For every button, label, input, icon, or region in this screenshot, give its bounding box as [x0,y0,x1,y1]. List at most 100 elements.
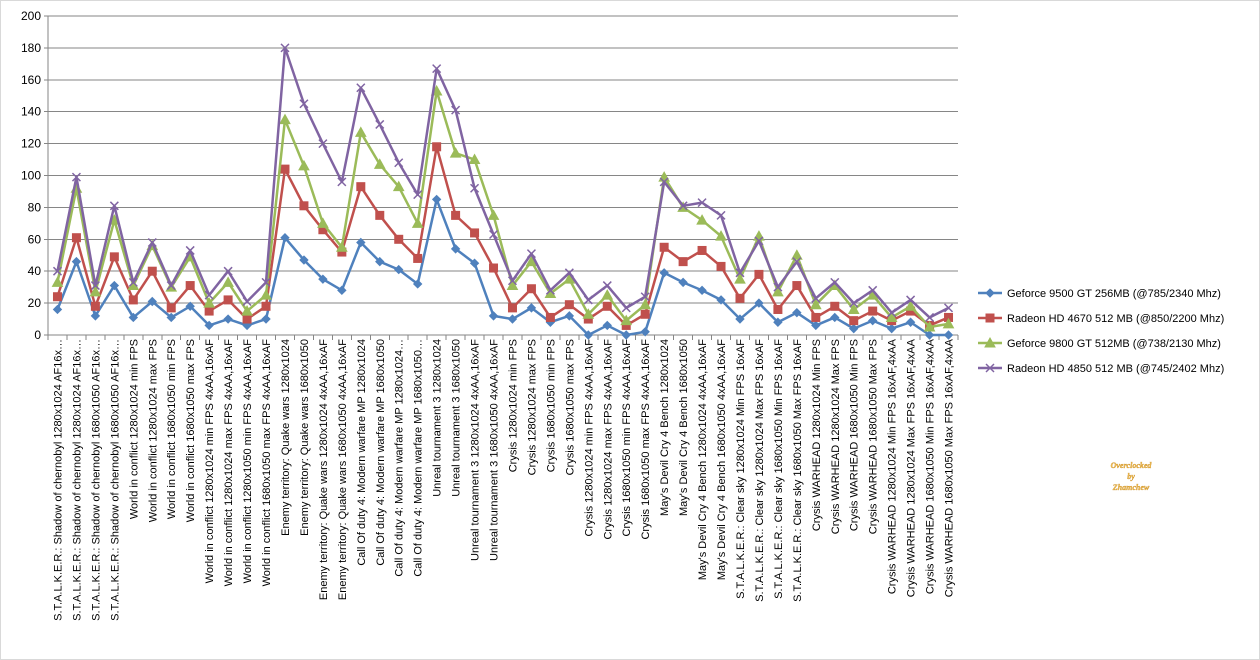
x-category-label: May's Devil Cry 4 Bench 1680x1050 4xAA,1… [716,339,728,580]
marker-stroke [109,201,119,211]
data-point-marker [52,266,63,276]
x-category-label: Call Of duty 4: Modern warfare MP 1680x1… [375,339,387,566]
data-point-marker [318,139,328,149]
data-point-marker [697,198,707,208]
data-point-marker [468,153,481,165]
data-point-marker [488,229,499,240]
x-category-label: World in conflict 1680x1050 max FPS 4xAA… [261,339,273,587]
data-point-marker [488,311,499,321]
marker-stroke [356,83,366,93]
y-tick-label: 180 [21,41,41,55]
data-point-marker [924,330,935,340]
x-category-label: Crysis 1280x1024 max FPS [526,339,538,475]
data-point-marker [734,273,746,284]
data-point-marker [984,336,996,348]
data-point-marker [640,292,650,302]
data-point-marker [754,269,764,279]
data-point-marker [773,282,783,292]
x-category-label: World in conflict 1280x1024 max FPS [147,339,159,522]
data-point-marker [753,230,765,241]
data-point-marker [411,217,424,228]
data-point-marker [735,268,745,278]
series-line [56,89,949,329]
marker-stroke [280,43,290,53]
x-category-label: World in conflict 1680x1050 max FPS [185,339,197,522]
marker-stroke [925,312,935,322]
x-category-label: Enemy territory: Quake wars 1280x1024 [280,339,292,536]
data-point-marker [241,305,253,316]
data-point-marker [489,263,499,273]
data-point-marker [451,105,461,115]
data-point-marker [923,320,936,332]
x-category-label: World in conflict 1280x1050 min FPS 4xAA… [242,339,254,584]
data-point-marker [621,303,631,313]
data-point-marker [128,295,138,305]
marker-stroke [985,363,995,373]
data-point-marker [791,249,803,260]
data-point-marker [318,274,328,284]
data-point-marker [469,258,480,268]
data-point-marker [985,313,995,323]
watermark-logo: Overclocked by Zhamchew [1110,461,1152,492]
data-point-marker [563,273,576,284]
marker-stroke [375,119,385,129]
data-point-marker [507,314,518,324]
legend-item-2: Radeon HD 4670 512 MB (@850/2200 Mhz) [978,313,1224,325]
data-point-marker [506,279,519,291]
data-point-marker [904,300,917,311]
data-point-marker [52,304,63,315]
legend-label: Radeon HD 4670 512 MB (@850/2200 Mhz) [1007,313,1224,325]
data-point-marker [640,309,650,319]
x-category-label: Crysis 1280x1024 min FPS 4xAA,16xAF [583,339,595,537]
data-point-marker [886,323,897,334]
marker-stroke [868,285,878,295]
x-category-label: Enemy territory: Quake wars 1280x1024 4x… [318,339,330,600]
legend-item-3: Geforce 9800 GT 512MB (@738/2130 Mhz) [978,336,1221,350]
data-point-marker [394,158,404,168]
x-category-label: Call Of duty 4: Modern warfare MP 1680x1… [413,339,425,577]
data-point-marker [470,183,480,193]
data-point-marker [242,314,252,324]
data-point-marker [507,276,518,286]
data-point-marker [298,159,310,171]
data-point-marker [678,257,688,267]
data-point-marker [204,306,214,316]
data-point-marker [811,312,821,322]
data-point-marker [71,256,82,267]
data-point-marker [601,289,614,300]
data-point-marker [451,210,461,220]
data-point-marker [109,280,120,291]
marker-stroke [507,276,518,286]
data-point-marker [52,292,62,302]
data-point-marker [811,320,821,331]
x-category-label: World in conflict 1680x1050 min FPS [166,339,178,519]
x-category-label: Crysis 1680x1050 max FPS 4xAA,16xAF [640,339,652,540]
x-category-label: Unreal tournament 3 1680x1050 [451,339,463,497]
data-point-marker [847,303,860,314]
marker-stroke [621,303,631,313]
marker-stroke [451,105,461,115]
data-point-marker [337,285,347,296]
data-point-marker [526,303,537,313]
data-point-marker [166,303,176,313]
data-point-marker [906,295,916,305]
y-tick-label: 80 [28,200,42,214]
marker-stroke [906,295,916,305]
x-category-label: May's Devil Cry 4 Bench 1280x1024 [659,339,671,516]
legend-label: Geforce 9500 GT 256MB (@785/2340 Mhz) [1007,288,1221,300]
data-point-marker [90,281,100,291]
axes: 0 20 40 60 80 100 120 140 160 180 200 S.T.A.L.K.E.R… [21,9,959,621]
data-point-marker [867,315,878,326]
y-tick-label: 20 [28,296,42,310]
marker-stroke [811,293,821,303]
marker-stroke [147,237,157,248]
x-category-label: Crysis WARHEAD 1280x1024 Min FPS [811,339,823,531]
x-category-label: Unreal tournament 3 1280x1024 [432,339,444,497]
data-point-marker [89,285,102,297]
data-point-marker [223,295,233,305]
data-point-marker [659,242,669,252]
legend-item-4: Radeon HD 4850 512 MB (@745/2402 Mhz) [978,363,1224,375]
marker-stroke [470,183,480,193]
data-point-marker [356,237,366,248]
data-point-marker [185,245,195,255]
